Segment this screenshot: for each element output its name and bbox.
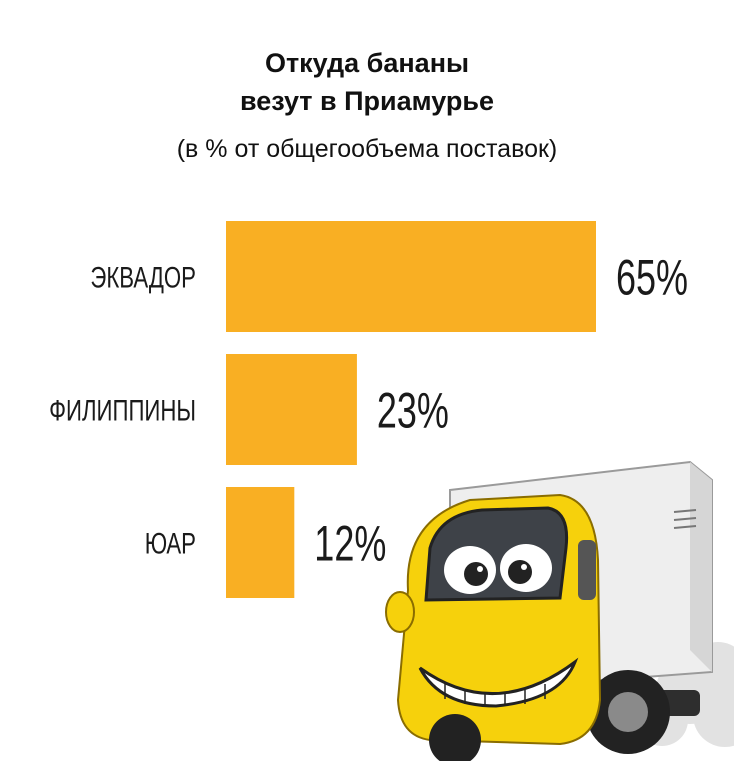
category-label: ЭКВАДОР: [90, 260, 196, 294]
delivery-truck-illustration: [385, 460, 734, 761]
bar-1: [226, 221, 596, 332]
value-label: 12%: [314, 517, 386, 572]
bar-2: [226, 354, 357, 465]
bar-3: [226, 487, 295, 598]
chart-title-line-1: Откуда бананы: [264, 48, 470, 78]
category-label: ФИЛИППИНЫ: [49, 393, 196, 427]
value-label: 65%: [616, 251, 688, 306]
bars-group: ЭКВАДОР 65% ФИЛИППИНЫ 23% ЮАР 12%: [49, 221, 688, 598]
chart-subtitle: (в % от общегообъема поставок): [176, 135, 558, 163]
chart-title-line-2: везут в Приамурье: [239, 86, 495, 116]
value-label: 23%: [377, 384, 449, 439]
category-label: ЮАР: [145, 526, 196, 560]
